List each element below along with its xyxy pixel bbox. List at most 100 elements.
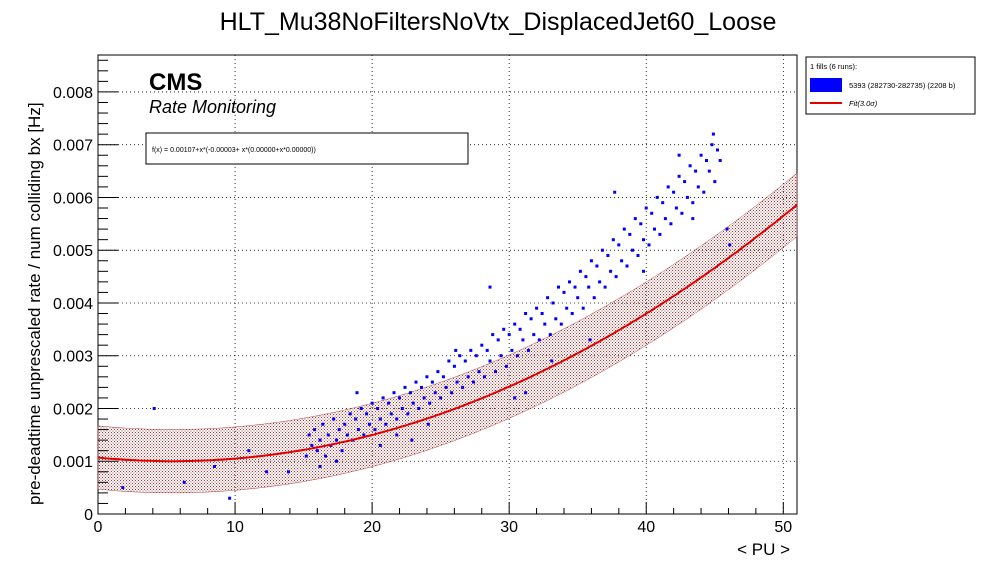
data-point <box>469 348 473 352</box>
data-point <box>472 380 475 384</box>
data-point <box>287 470 290 474</box>
data-point <box>655 195 659 199</box>
data-point <box>474 354 478 358</box>
data-point <box>696 185 700 189</box>
data-point <box>265 470 269 474</box>
data-point <box>587 285 591 289</box>
data-point <box>510 348 514 352</box>
data-point <box>378 417 382 421</box>
data-point <box>324 454 327 458</box>
data-point <box>518 327 522 331</box>
fit-error-band <box>97 172 798 494</box>
data-point <box>633 217 637 221</box>
data-point <box>680 211 684 215</box>
data-point <box>370 401 374 405</box>
data-point <box>389 412 393 416</box>
data-point <box>507 333 511 337</box>
data-point <box>182 480 186 484</box>
data-point <box>551 301 555 305</box>
data-point <box>710 143 714 147</box>
data-point <box>496 338 500 342</box>
data-point <box>488 359 492 363</box>
data-point <box>343 422 347 426</box>
data-point <box>480 343 484 347</box>
data-point <box>526 348 530 352</box>
data-point <box>376 407 380 410</box>
data-point <box>452 364 456 368</box>
data-point <box>677 174 681 178</box>
data-point <box>499 354 503 358</box>
data-point <box>310 443 314 447</box>
data-point <box>321 422 325 426</box>
data-point <box>337 428 341 432</box>
data-point <box>433 391 437 395</box>
data-point <box>362 433 366 437</box>
data-point <box>213 465 216 468</box>
data-point <box>614 275 618 279</box>
data-point <box>537 338 541 342</box>
data-point <box>559 322 563 326</box>
data-point <box>410 438 414 442</box>
data-point <box>307 433 311 437</box>
data-point <box>568 280 571 284</box>
data-point <box>617 243 621 247</box>
data-point <box>483 375 486 379</box>
x-axis-label: < PU > <box>737 540 790 559</box>
data-point <box>494 370 497 374</box>
data-point <box>318 438 322 442</box>
data-point <box>524 312 528 315</box>
data-point <box>400 407 404 410</box>
data-point <box>625 264 629 268</box>
x-axis-ticks: 0 10 20 30 40 50 <box>94 502 792 536</box>
data-point <box>466 375 470 379</box>
data-point <box>598 280 602 284</box>
y-tick-label: 0.007 <box>53 138 93 155</box>
data-point <box>611 238 615 242</box>
data-point <box>318 465 322 468</box>
data-point <box>411 401 415 405</box>
chart-title: HLT_Mu38NoFiltersNoVtx_DisplacedJet60_Lo… <box>220 8 777 36</box>
data-point <box>589 259 593 263</box>
legend-swatch-fill <box>810 78 842 92</box>
data-point <box>430 380 434 384</box>
data-point <box>606 254 610 257</box>
data-point <box>488 285 492 289</box>
data-point <box>588 338 592 342</box>
fit-curve <box>97 204 798 463</box>
data-point <box>535 306 539 310</box>
x-tick-label: 30 <box>500 519 518 536</box>
data-point <box>550 359 554 363</box>
data-point <box>642 269 645 273</box>
legend: 1 fills (6 runs): 5393 (282730-282735) (… <box>805 56 976 115</box>
data-point <box>711 132 715 136</box>
data-point <box>705 159 708 162</box>
data-point <box>548 333 552 337</box>
data-point <box>228 496 232 500</box>
x-tick-label: 10 <box>226 519 244 536</box>
plot-frame <box>97 54 798 515</box>
data-point <box>504 364 508 368</box>
y-tick-label: 0.002 <box>53 401 93 418</box>
legend-header: 1 fills (6 runs): <box>810 62 857 71</box>
data-point <box>647 243 651 247</box>
data-points <box>121 132 732 500</box>
data-point <box>595 264 599 268</box>
data-point <box>532 333 536 337</box>
data-point <box>422 396 426 400</box>
data-point <box>477 370 481 374</box>
data-point <box>315 449 319 453</box>
data-point <box>707 169 711 173</box>
data-point <box>543 322 547 326</box>
y-axis-label: pre-deadtime unprescaled rate / num coll… <box>25 102 44 505</box>
data-point <box>348 412 352 416</box>
data-point <box>609 269 613 273</box>
data-point <box>403 385 407 389</box>
data-point <box>716 148 719 152</box>
data-point <box>554 317 558 321</box>
data-point <box>461 385 465 389</box>
data-point <box>515 354 519 358</box>
y-tick-label: 0.008 <box>53 85 93 102</box>
data-point <box>622 227 626 231</box>
data-point <box>355 391 359 395</box>
data-point <box>513 322 517 326</box>
